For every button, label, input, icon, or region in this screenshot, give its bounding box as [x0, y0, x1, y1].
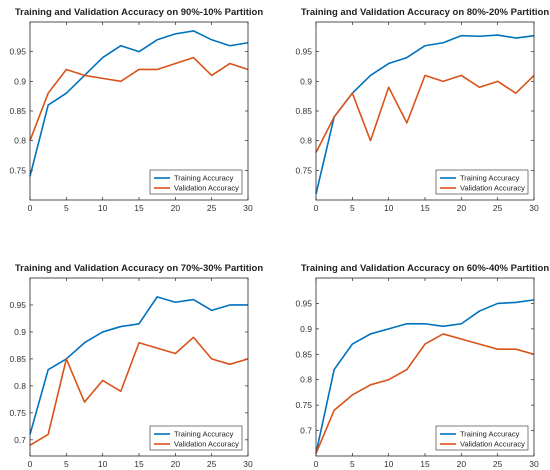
- series-line-validation: [315, 74, 535, 153]
- legend-entry: Training Accuracy: [460, 174, 520, 183]
- x-tick-label: 15: [420, 459, 430, 469]
- y-tick-label: 0.85: [295, 349, 312, 359]
- y-tick-label: 0.9: [300, 76, 312, 86]
- legend-entry: Training Accuracy: [174, 174, 234, 183]
- x-tick-label: 15: [420, 203, 430, 213]
- chart-title: Training and Validation Accuracy on 60%-…: [301, 263, 549, 274]
- x-tick-label: 0: [314, 203, 319, 213]
- chart-panel-4: Training and Validation Accuracy on 60%-…: [295, 263, 549, 469]
- legend-box: [435, 425, 529, 451]
- x-tick-label: 30: [243, 203, 253, 213]
- x-tick-label: 5: [64, 203, 69, 213]
- axes-frame: [315, 277, 535, 457]
- legend-entry: Validation Accuracy: [174, 184, 239, 193]
- y-tick-label: 0.8: [300, 136, 312, 146]
- legend-entry: Training Accuracy: [460, 430, 520, 439]
- axes-frame: [315, 21, 535, 201]
- x-tick-label: 20: [171, 203, 181, 213]
- x-tick-label: 25: [493, 459, 503, 469]
- x-tick-label: 25: [493, 203, 503, 213]
- series-line-training: [315, 299, 535, 454]
- axes-frame: [29, 277, 249, 457]
- legend-box: [149, 425, 243, 451]
- chart-panel-2: Training and Validation Accuracy on 80%-…: [295, 7, 549, 213]
- y-tick-label: 0.95: [9, 300, 26, 310]
- legend-box: [149, 169, 243, 195]
- x-tick-label: 5: [64, 459, 69, 469]
- x-tick-label: 10: [98, 203, 108, 213]
- chart-title: Training and Validation Accuracy on 80%-…: [301, 7, 549, 18]
- x-tick-label: 25: [207, 459, 217, 469]
- legend-box: [435, 169, 529, 195]
- y-tick-label: 0.95: [295, 47, 312, 57]
- legend-entry: Validation Accuracy: [460, 440, 525, 449]
- x-tick-label: 15: [134, 459, 144, 469]
- y-tick-label: 0.85: [295, 106, 312, 116]
- y-tick-label: 0.75: [295, 400, 312, 410]
- y-tick-label: 0.9: [300, 324, 312, 334]
- x-tick-label: 10: [98, 459, 108, 469]
- x-tick-label: 5: [350, 459, 355, 469]
- y-tick-label: 0.75: [9, 165, 26, 175]
- x-tick-label: 30: [243, 459, 253, 469]
- x-tick-label: 30: [529, 459, 539, 469]
- x-tick-label: 10: [384, 459, 394, 469]
- x-tick-label: 25: [207, 203, 217, 213]
- y-tick-label: 0.85: [9, 106, 26, 116]
- y-tick-label: 0.95: [9, 47, 26, 57]
- x-tick-label: 30: [529, 203, 539, 213]
- chart-title: Training and Validation Accuracy on 70%-…: [15, 263, 263, 274]
- legend-entry: Validation Accuracy: [174, 440, 239, 449]
- y-tick-label: 0.7: [14, 435, 26, 445]
- x-tick-label: 20: [171, 459, 181, 469]
- x-tick-label: 0: [314, 459, 319, 469]
- x-tick-label: 20: [457, 459, 467, 469]
- x-tick-label: 5: [350, 203, 355, 213]
- series-line-validation: [29, 56, 249, 141]
- y-tick-label: 0.95: [295, 298, 312, 308]
- y-tick-label: 0.85: [9, 354, 26, 364]
- x-tick-label: 0: [28, 459, 33, 469]
- series-line-training: [29, 30, 249, 177]
- legend-entry: Training Accuracy: [174, 430, 234, 439]
- series-line-validation: [315, 333, 535, 454]
- x-tick-label: 15: [134, 203, 144, 213]
- chart-panel-1: Training and Validation Accuracy on 90%-…: [9, 7, 263, 213]
- y-tick-label: 0.8: [300, 375, 312, 385]
- x-tick-label: 10: [384, 203, 394, 213]
- y-tick-label: 0.9: [14, 327, 26, 337]
- y-tick-label: 0.75: [9, 408, 26, 418]
- y-tick-label: 0.9: [14, 76, 26, 86]
- x-tick-label: 0: [28, 203, 33, 213]
- axes-frame: [29, 21, 249, 201]
- y-tick-label: 0.8: [14, 136, 26, 146]
- x-tick-label: 20: [457, 203, 467, 213]
- legend-entry: Validation Accuracy: [460, 184, 525, 193]
- y-tick-label: 0.7: [300, 426, 312, 436]
- chart-title: Training and Validation Accuracy on 90%-…: [15, 7, 263, 18]
- chart-panel-3: Training and Validation Accuracy on 70%-…: [9, 263, 263, 469]
- y-tick-label: 0.75: [295, 165, 312, 175]
- series-line-validation: [29, 336, 249, 446]
- y-tick-label: 0.8: [14, 381, 26, 391]
